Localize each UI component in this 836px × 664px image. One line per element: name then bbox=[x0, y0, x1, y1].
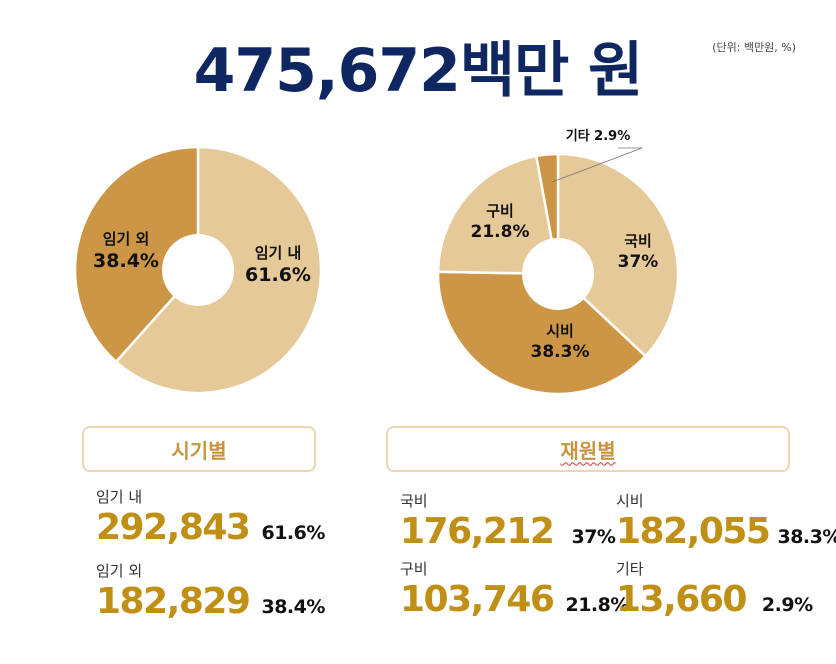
stat-label: 기타 bbox=[616, 560, 644, 578]
stat-percent: 21.8% bbox=[565, 594, 629, 616]
page-title: 475,672백만 원 bbox=[193, 36, 644, 106]
stat-source-district: 구비 103,746 21.8% bbox=[400, 558, 629, 620]
slice-label-name: 구비 bbox=[486, 202, 514, 220]
slice-label-name: 임기 내 bbox=[255, 244, 302, 262]
stat-label: 임기 내 bbox=[96, 488, 143, 506]
slice-label-name: 국비 bbox=[624, 232, 652, 250]
slice-label-name: 기타 2.9% bbox=[566, 128, 631, 144]
source-donut-chart: 국비 37% 시비 38.3% 구비 21.8% 기타 2.9% bbox=[436, 128, 680, 396]
stat-period-in-term: 임기 내 292,843 61.6% bbox=[96, 486, 325, 548]
stat-percent: 37% bbox=[571, 526, 616, 548]
source-panel-title: 재원별 bbox=[560, 438, 616, 463]
slice-label-name: 임기 외 bbox=[103, 230, 150, 248]
stat-percent: 38.4% bbox=[261, 596, 325, 618]
donut-hole bbox=[522, 238, 594, 310]
period-panel-header: 시기별 bbox=[82, 426, 316, 472]
stat-value: 103,746 bbox=[400, 579, 555, 620]
slice-label-name: 시비 bbox=[546, 322, 574, 340]
donut-slice-2 bbox=[436, 154, 560, 276]
stat-label: 시비 bbox=[616, 492, 644, 510]
stat-value: 292,843 bbox=[96, 507, 251, 548]
stat-label: 임기 외 bbox=[96, 562, 143, 580]
unit-note: (단위: 백만원, %) bbox=[712, 41, 796, 54]
stat-source-other: 기타 13,660 2.9% bbox=[616, 558, 813, 620]
period-panel-title: 시기별 bbox=[171, 438, 227, 463]
donut-slice-0 bbox=[556, 152, 680, 358]
slice-label-percent: 38.4% bbox=[93, 250, 159, 272]
stat-value: 13,660 bbox=[616, 579, 747, 620]
stat-percent: 38.3% bbox=[777, 526, 836, 548]
donut-hole bbox=[162, 234, 234, 306]
stat-period-out-term: 임기 외 182,829 38.4% bbox=[96, 560, 325, 622]
stat-value: 176,212 bbox=[400, 511, 555, 552]
stat-source-city: 시비 182,055 38.3% bbox=[616, 490, 836, 552]
stat-source-national: 국비 176,212 37% bbox=[400, 490, 616, 552]
donut-slice-1 bbox=[73, 145, 200, 364]
stat-percent: 2.9% bbox=[761, 594, 813, 616]
stat-label: 구비 bbox=[400, 560, 428, 578]
stat-value: 182,829 bbox=[96, 581, 251, 622]
stat-percent: 61.6% bbox=[261, 522, 325, 544]
slice-label-percent: 61.6% bbox=[245, 264, 311, 286]
slice-label-percent: 37% bbox=[618, 252, 659, 272]
leader-line bbox=[551, 147, 643, 183]
slice-label-percent: 21.8% bbox=[471, 222, 530, 242]
stat-value: 182,055 bbox=[616, 511, 771, 552]
period-donut-chart: 임기 내 61.6% 임기 외 38.4% bbox=[73, 145, 323, 395]
slice-label-percent: 38.3% bbox=[531, 342, 590, 362]
stat-label: 국비 bbox=[400, 492, 428, 510]
donut-slice-1 bbox=[436, 270, 648, 396]
source-panel-header: 재원별 bbox=[386, 426, 790, 472]
